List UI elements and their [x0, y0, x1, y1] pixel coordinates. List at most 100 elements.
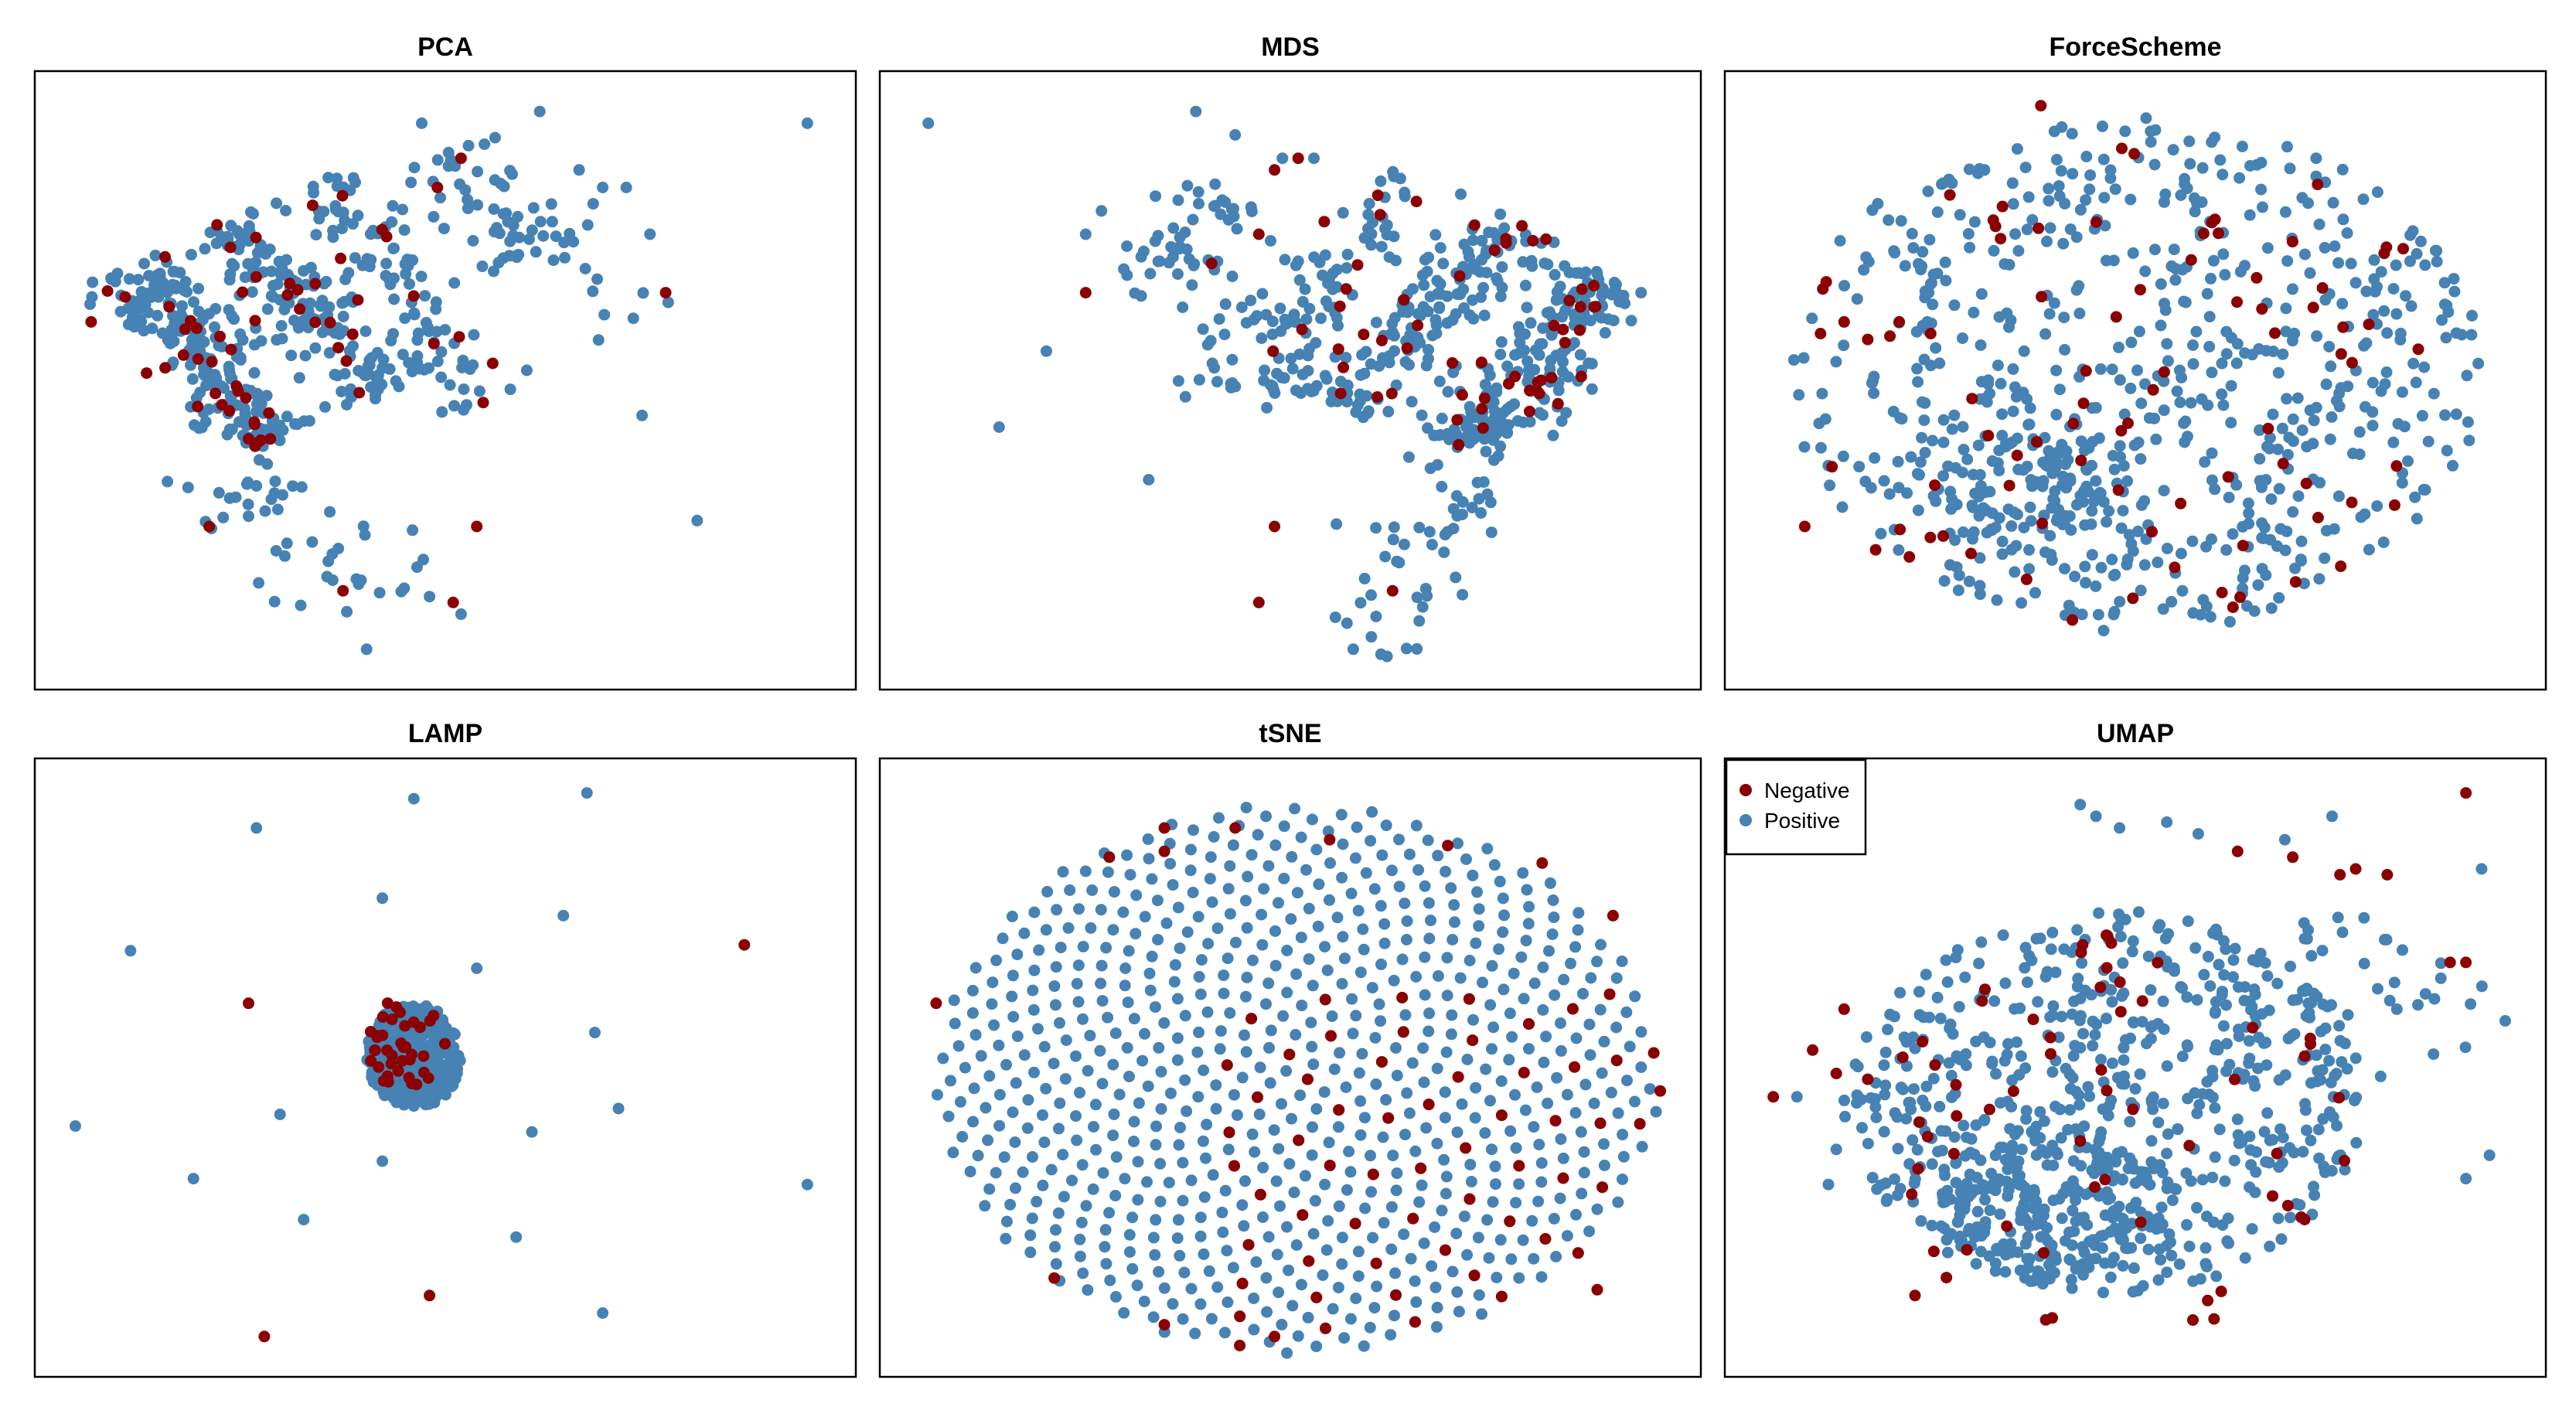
point-positive [2245, 1003, 2257, 1016]
point-positive [2341, 227, 2353, 239]
point-positive [1946, 177, 1958, 189]
point-positive [1941, 1246, 1954, 1259]
point-positive [1927, 434, 1939, 447]
point-positive [620, 182, 632, 193]
point-negative [2074, 1135, 2087, 1147]
point-positive [243, 220, 255, 232]
point-positive [1558, 973, 1570, 986]
point-positive [1455, 188, 1467, 200]
point-positive [1236, 1071, 1249, 1084]
point-positive [1940, 954, 1952, 966]
points-lamp [70, 787, 813, 1343]
point-positive [545, 198, 557, 210]
point-negative [85, 315, 97, 328]
point-negative [1518, 1067, 1530, 1078]
point-negative [1982, 430, 1995, 441]
point-positive [1545, 354, 1557, 366]
point-positive [1300, 313, 1313, 325]
point-positive [2189, 942, 2202, 954]
point-positive [2440, 332, 2452, 344]
point-positive [637, 287, 649, 299]
point-negative [424, 1015, 436, 1027]
point-positive [122, 302, 135, 315]
point-positive [2125, 1202, 2137, 1215]
point-positive [1410, 819, 1423, 832]
point-positive [1583, 1225, 1596, 1238]
point-positive [1260, 1272, 1273, 1284]
point-positive [2298, 932, 2311, 945]
point-positive [135, 286, 148, 298]
point-positive [1018, 927, 1031, 939]
point-positive [2185, 397, 2197, 409]
point-negative [1862, 333, 1874, 346]
point-positive [2110, 1156, 2122, 1168]
point-positive [1302, 1311, 1314, 1324]
point-positive [1024, 1246, 1037, 1259]
point-positive [267, 280, 279, 292]
point-negative [192, 400, 204, 413]
point-negative [2444, 956, 2456, 969]
point-negative [2007, 1085, 2019, 1097]
point-positive [1256, 288, 1269, 300]
point-negative [2231, 845, 2244, 857]
point-positive [1824, 479, 1836, 492]
point-negative [1488, 244, 1501, 257]
point-positive [2377, 537, 2390, 548]
point-positive [1917, 1011, 1930, 1024]
point-negative [1453, 438, 1465, 451]
point-positive [1548, 911, 1560, 924]
point-positive [2419, 484, 2431, 496]
point-negative [1252, 596, 1265, 608]
point-positive [1171, 993, 1184, 1005]
point-positive [1285, 913, 1297, 925]
point-positive [2436, 314, 2448, 326]
point-positive [2236, 1136, 2248, 1148]
point-positive [1400, 934, 1412, 945]
point-positive [1978, 1115, 1990, 1126]
point-positive [1495, 1075, 1508, 1087]
point-positive [1591, 956, 1603, 968]
point-positive [1893, 482, 1905, 494]
point-positive [2162, 1128, 2174, 1140]
point-positive [1901, 1060, 1913, 1072]
point-positive [1610, 972, 1623, 984]
point-positive [142, 306, 154, 319]
point-positive [2082, 1081, 2094, 1093]
point-positive [1538, 1056, 1550, 1068]
point-positive [2114, 451, 2127, 463]
point-positive [2007, 198, 2019, 210]
point-positive [2438, 277, 2451, 289]
point-positive [2157, 1097, 2169, 1109]
point-positive [2414, 235, 2427, 247]
point-positive [2285, 960, 2296, 973]
point-positive [2026, 1126, 2038, 1138]
point-positive [1525, 317, 1537, 329]
legend: Negative Positive [1725, 758, 1867, 856]
point-positive [1994, 1208, 2006, 1221]
point-positive [1584, 1049, 1596, 1061]
point-positive [1280, 318, 1293, 330]
point-positive [1007, 1106, 1019, 1119]
point-positive [295, 481, 308, 493]
panel-title-forcescheme: ForceScheme [2050, 32, 2222, 62]
point-negative [1893, 315, 1906, 328]
point-positive [2247, 954, 2259, 966]
point-negative [216, 399, 228, 411]
point-positive [1290, 259, 1302, 271]
point-positive [2086, 459, 2097, 472]
point-positive [2311, 330, 2323, 342]
point-positive [2056, 1212, 2068, 1225]
point-positive [1024, 1229, 1037, 1242]
point-positive [1418, 1076, 1430, 1088]
point-positive [1457, 283, 1470, 295]
point-positive [1968, 216, 1981, 228]
point-positive [2147, 1091, 2159, 1103]
point-positive [1197, 323, 1209, 336]
point-positive [1310, 1341, 1323, 1353]
point-negative [2209, 213, 2221, 226]
point-positive [1938, 575, 1951, 587]
point-positive [1357, 923, 1369, 935]
point-positive [1471, 886, 1483, 898]
point-positive [2127, 1286, 2139, 1298]
points-tsne [930, 802, 1666, 1359]
